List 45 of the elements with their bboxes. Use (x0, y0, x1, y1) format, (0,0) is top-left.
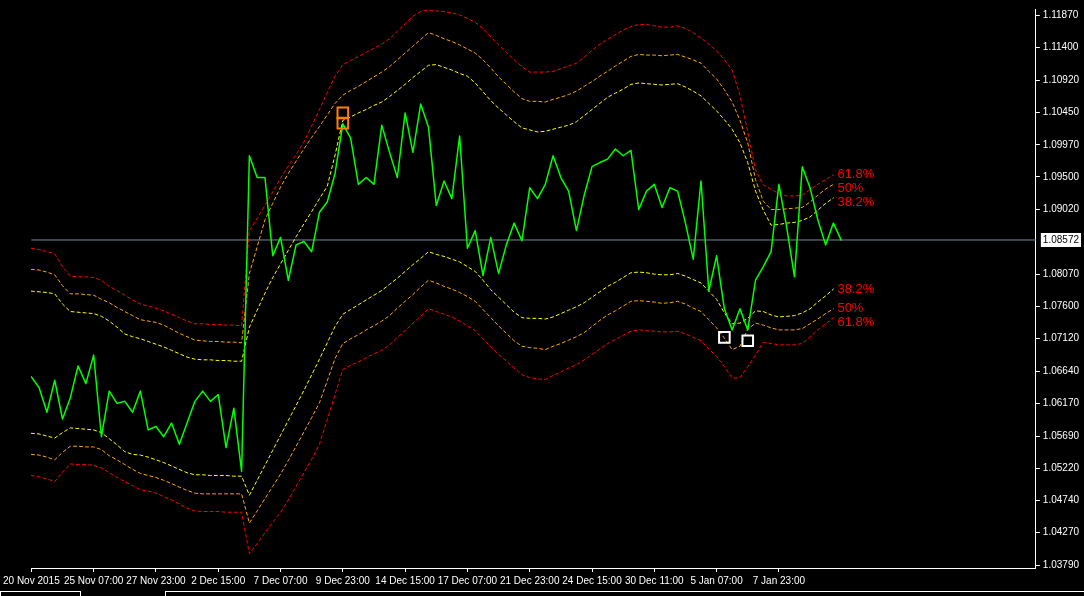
y-tick-label: 1.10450 (1042, 105, 1080, 117)
line-series (30, 279, 834, 524)
y-tick-label: 1.09970 (1042, 138, 1080, 150)
annotation: 38.2% (837, 194, 875, 210)
annotation: 61.8% (837, 314, 875, 330)
point (336, 106, 350, 120)
y-tick-label: 1.06640 (1042, 365, 1080, 377)
annotation: 38.2% (837, 280, 875, 296)
x-tick-label: 9 Dec 23:00 (315, 574, 371, 586)
x-tick-label: 30 Dec 11:00 (624, 574, 685, 586)
y-tick-label: 1.05690 (1042, 429, 1080, 441)
y-tick-label: 1.09020 (1042, 203, 1080, 215)
x-tick-label: 2 Dec 15:00 (191, 574, 246, 586)
y-tick-label: 1.11400 (1042, 41, 1079, 53)
x-tick-label: 21 Dec 23:00 (499, 574, 560, 586)
y-tick-label: 1.11870 (1042, 9, 1079, 21)
y-tick-label: 1.07600 (1042, 299, 1080, 311)
point (718, 331, 731, 344)
x-tick-label: 20 Nov 2015 (3, 574, 61, 586)
x-tick-label: 27 Nov 23:00 (126, 574, 187, 586)
y-tick-label: 1.09500 (1042, 170, 1080, 182)
annotation: 50% (837, 180, 864, 196)
y-tick-label: 1.08070 (1042, 267, 1080, 279)
y-tick-label: 1.06170 (1042, 397, 1080, 409)
y-tick-label: 1.04740 (1042, 494, 1080, 506)
y-tick-label: 1.05220 (1042, 461, 1080, 473)
x-tick-label: 7 Dec 07:00 (253, 574, 308, 586)
line-series (30, 64, 834, 362)
x-tick-label: 25 Nov 07:00 (63, 574, 124, 586)
y-tick-label: 1.03790 (1042, 559, 1080, 571)
point (336, 116, 350, 130)
x-tick-label: 17 Dec 07:00 (437, 574, 498, 586)
line-series (30, 251, 834, 496)
x-tick-label: 5 Jan 07:00 (690, 574, 744, 586)
y-tick-label: 1.07120 (1042, 332, 1080, 344)
y-tick-label: 1.10920 (1042, 74, 1080, 85)
annotation: 61.8% (837, 166, 875, 182)
line-series (30, 308, 834, 555)
x-tick-label: 7 Jan 23:00 (752, 574, 806, 586)
ref-line-label: 1.08572 (1042, 233, 1080, 245)
x-tick-label: 24 Dec 15:00 (562, 574, 623, 586)
point (741, 334, 755, 348)
annotation: 50% (837, 300, 864, 316)
y-tick-label: 1.04270 (1042, 526, 1080, 538)
x-tick-label: 14 Dec 15:00 (375, 574, 436, 586)
